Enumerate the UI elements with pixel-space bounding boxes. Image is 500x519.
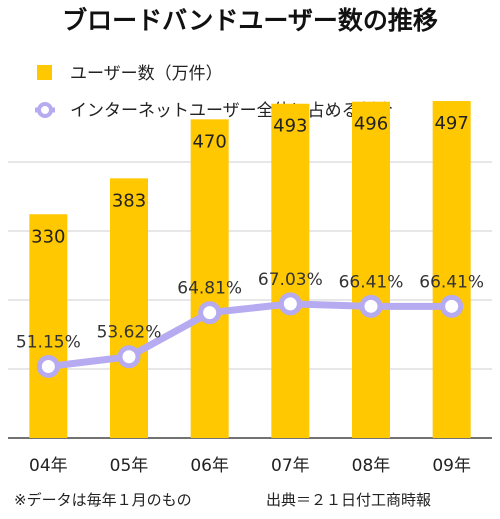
share-value-label: 51.15% [16, 332, 81, 352]
legend: ユーザー数（万件） インターネットユーザー全体に占める割合 [35, 64, 393, 121]
bar-value-label: 493 [273, 116, 307, 137]
bar-value-label: 497 [434, 113, 468, 134]
footer-note: ※データは毎年１月のもの [14, 491, 192, 509]
share-point [36, 354, 60, 378]
legend-swatch-users [37, 65, 52, 80]
share-point [198, 301, 222, 325]
bar [352, 101, 390, 438]
x-axis-ticks: 04年 05年 06年 07年 08年 09年 [29, 456, 471, 476]
legend-label-users: ユーザー数（万件） [70, 64, 223, 84]
x-tick-label: 09年 [432, 456, 471, 476]
x-tick-label: 06年 [190, 456, 229, 476]
chart-title: ブロードバンドユーザー数の推移 [62, 6, 438, 35]
bars [29, 101, 471, 439]
share-value-label: 67.03% [258, 270, 323, 290]
share-value-label: 66.41% [419, 272, 484, 292]
bar-value-label: 496 [354, 114, 388, 135]
x-tick-label: 08年 [352, 456, 391, 476]
bar [110, 178, 148, 439]
share-line [36, 292, 464, 378]
legend-label-share: インターネットユーザー全体に占める割合 [70, 101, 393, 121]
bar [29, 214, 68, 438]
share-value-label: 66.41% [339, 272, 404, 292]
share-point [359, 294, 383, 318]
x-tick-label: 07年 [271, 456, 310, 476]
data-labels: 330 383 470 493 496 497 51.15% 53.62% 64.81% 67.0… [16, 113, 484, 352]
share-point [278, 292, 302, 316]
bar-value-label: 330 [31, 226, 65, 247]
bar [432, 101, 471, 438]
share-point [117, 345, 141, 369]
gridlines [8, 161, 492, 439]
share-value-label: 53.62% [97, 323, 162, 343]
bar-value-label: 470 [192, 131, 226, 152]
x-tick-label: 05年 [110, 456, 149, 476]
share-value-label: 64.81% [177, 279, 242, 299]
bar-value-label: 383 [112, 190, 146, 211]
x-tick-label: 04年 [29, 456, 68, 476]
bar [271, 103, 310, 438]
legend-marker-share [37, 102, 53, 118]
footer-source: 出典＝２１日付工商時報 [266, 491, 431, 509]
bar [190, 119, 229, 438]
share-line-path [47, 300, 452, 370]
share-point [440, 294, 464, 318]
